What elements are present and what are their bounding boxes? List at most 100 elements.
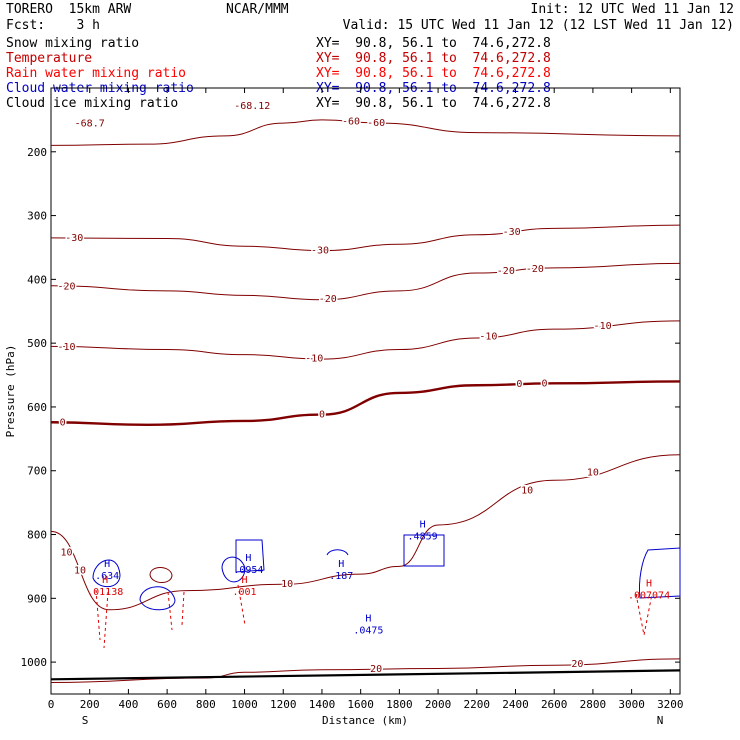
cloud-water-contour <box>221 556 246 583</box>
isotherm-label: 20 <box>370 664 382 675</box>
y-tick-label: 900 <box>27 592 47 605</box>
isotherm-label: -20 <box>497 266 515 277</box>
isotherm-label: 10 <box>281 579 293 590</box>
axes: 0 200 400 600 800 1000 1200 1400 1600 1800 2000 220… <box>21 88 684 711</box>
rain-contour <box>635 593 653 636</box>
isotherm-label: -10 <box>57 342 75 353</box>
cloud-water-contour <box>403 534 445 567</box>
rain-max-value: .007074 <box>628 590 670 601</box>
x-tick-label: 2000 <box>425 698 452 711</box>
temperature-extreme-label: -68.7 <box>75 118 105 129</box>
isotherm-minus30 <box>50 224 681 252</box>
legend-cloudice-label: Cloud ice mixing ratio <box>6 96 179 111</box>
isotherm-label: -60 <box>367 118 385 129</box>
cloud-water-max-marker: H <box>420 520 426 531</box>
cloud-water-contour <box>235 539 265 573</box>
y-axis-label: Pressure (hPa) <box>4 345 17 438</box>
isotherm-layer <box>50 119 681 684</box>
valid-time: Valid: 15 UTC Wed 11 Jan 12 (12 LST Wed … <box>342 18 734 33</box>
x-tick-label: 2800 <box>580 698 607 711</box>
y-tick-label: 200 <box>27 146 47 159</box>
rain-max-marker: H <box>102 575 108 586</box>
x-tick-label: 400 <box>118 698 138 711</box>
legend-temp-label: Temperature <box>6 51 93 66</box>
isotherm-minus60 <box>50 119 681 146</box>
x-tick-label: 200 <box>80 698 100 711</box>
x-tick-label: 2600 <box>541 698 568 711</box>
isotherm-0 <box>50 380 681 427</box>
isotherm-label: -20 <box>57 281 75 292</box>
x-axis-label: Distance (km) <box>322 714 408 727</box>
isotherm-label: -20 <box>526 264 544 275</box>
cloud-water-max-value: .4859 <box>408 532 438 543</box>
cloud-water-max-value: .0954 <box>233 565 263 576</box>
x-tick-label: 2400 <box>502 698 529 711</box>
cloud-rain-contours <box>92 534 681 649</box>
x-tick-label: 600 <box>157 698 177 711</box>
cloud-water-max-value: .634 <box>95 571 119 582</box>
rain-max-marker: H <box>646 578 652 589</box>
x-tick-label: 1000 <box>231 698 258 711</box>
isotherm-10 <box>50 454 681 611</box>
x-tick-label: 1200 <box>270 698 297 711</box>
y-tick-label: 600 <box>27 401 47 414</box>
isotherm-label: -30 <box>503 227 521 238</box>
north-label: N <box>657 714 664 727</box>
y-tick-label: 1000 <box>21 656 48 669</box>
x-tick-label: 1600 <box>347 698 374 711</box>
isotherm-label: -20 <box>319 294 337 305</box>
rain-max-value: .001 <box>232 587 256 598</box>
cloud-water-contour <box>639 547 681 599</box>
rain-contour <box>237 584 246 626</box>
cloud-water-contour <box>139 586 176 611</box>
cloud-water-max-marker: H <box>245 553 251 564</box>
cloud-water-max-value: .187 <box>329 571 353 582</box>
isotherm-label: -10 <box>305 354 323 365</box>
isotherm-minus20 <box>50 262 681 301</box>
surface-layer <box>50 669 681 681</box>
rain-max-value: .01138 <box>87 587 123 598</box>
cloud-water-contour <box>149 567 173 583</box>
rain-contour <box>95 589 109 649</box>
y-tick-label: 400 <box>27 273 47 286</box>
terrain-surface-line <box>50 669 681 681</box>
cloud-water-max-marker: H <box>338 559 344 570</box>
y-tick-label: 800 <box>27 529 47 542</box>
isotherm-label: 20 <box>571 659 583 670</box>
isotherm-label: 10 <box>521 486 533 497</box>
isotherm-label: 0 <box>319 410 325 421</box>
legend-snow-xy: XY= 90.8, 56.1 to 74.6,272.8 <box>316 36 551 51</box>
isotherm-label: -60 <box>342 116 360 127</box>
rain-max-marker: H <box>242 575 248 586</box>
isotherm-label: -10 <box>479 332 497 343</box>
isotherm-label: 10 <box>74 566 86 577</box>
x-tick-label: 800 <box>196 698 216 711</box>
isotherm-label: -30 <box>65 233 83 244</box>
isotherm-label: -10 <box>594 321 612 332</box>
legend-snow-label: Snow mixing ratio <box>6 36 140 51</box>
cloud-water-max-marker: H <box>365 613 371 624</box>
forecast-hour: Fcst: 3 h <box>6 18 100 33</box>
isotherm-label: 0 <box>516 379 522 390</box>
cloud-water-max-value: .0475 <box>353 625 383 636</box>
x-tick-label: 3000 <box>618 698 645 711</box>
y-tick-label: 500 <box>27 337 47 350</box>
legend-rain-xy: XY= 90.8, 56.1 to 74.6,272.8 <box>316 66 551 81</box>
extrema-labels: H.634H.187H.0475H.4859H.0954H.01138H.001… <box>75 101 670 636</box>
model-name: TORERO 15km ARW <box>6 2 132 17</box>
cloud-water-contour <box>92 559 121 588</box>
legend-temp-xy: XY= 90.8, 56.1 to 74.6,272.8 <box>316 51 551 66</box>
x-tick-label: 1400 <box>309 698 336 711</box>
isotherm-label: 10 <box>60 547 72 558</box>
center-name: NCAR/MMM <box>226 2 289 17</box>
isotherm-label: 0 <box>60 418 66 429</box>
isotherm-label: -30 <box>311 246 329 257</box>
init-time: Init: 12 UTC Wed 11 Jan 12 <box>530 2 735 17</box>
x-tick-label: 2200 <box>464 698 491 711</box>
plot-frame <box>50 87 681 695</box>
isotherm-label: 10 <box>587 467 599 478</box>
isotherm-label: 0 <box>542 379 548 390</box>
cloud-water-max-marker: H <box>104 559 110 570</box>
